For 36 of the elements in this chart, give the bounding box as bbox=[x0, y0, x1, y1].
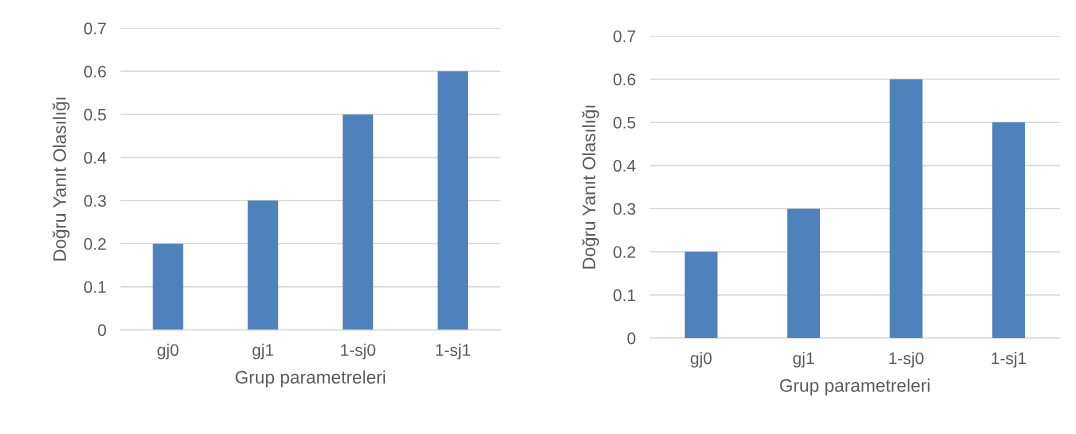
y-tick-label: 0.2 bbox=[84, 238, 106, 250]
bar bbox=[342, 114, 374, 330]
y-tick-label: 0.4 bbox=[84, 151, 107, 164]
y-axis-title: Doğru Yanıt Olasılığı bbox=[581, 105, 599, 269]
x-tick-label: gj0 bbox=[690, 351, 712, 368]
y-tick-label: 0.4 bbox=[613, 159, 636, 172]
x-tick-label: 1-sj0 bbox=[889, 351, 924, 368]
x-tick-label: 1-sj1 bbox=[991, 351, 1026, 368]
y-axis-title: Doğru Yanıt Olasılığı bbox=[52, 97, 70, 261]
x-tick-label: gj1 bbox=[793, 351, 814, 368]
y-tick-label: 0.7 bbox=[613, 30, 636, 43]
x-axis-title: Grup parametreleri bbox=[235, 370, 385, 388]
bar bbox=[889, 79, 923, 339]
y-tick-label: 0.2 bbox=[613, 246, 636, 258]
bar bbox=[992, 122, 1026, 339]
y-tick-label: 0.1 bbox=[84, 281, 106, 293]
y-tick-label: 0.6 bbox=[613, 73, 636, 86]
y-tick-label: 0.5 bbox=[613, 116, 636, 129]
bar bbox=[787, 208, 821, 339]
x-tick-label: 1-sj1 bbox=[436, 343, 471, 360]
y-tick-label: 0.1 bbox=[613, 289, 636, 302]
y-tick-label: 0 bbox=[98, 324, 106, 337]
x-tick-label: gj1 bbox=[252, 343, 274, 360]
bar bbox=[684, 251, 718, 339]
bar bbox=[437, 71, 469, 330]
x-axis-title: Grup parametreleri bbox=[780, 378, 930, 396]
x-tick-label: 1-sj0 bbox=[341, 343, 376, 360]
y-tick-label: 0 bbox=[627, 332, 636, 345]
bar bbox=[152, 243, 184, 330]
y-tick-label: 0.3 bbox=[613, 203, 636, 215]
y-tick-label: 0.3 bbox=[84, 194, 106, 207]
y-tick-label: 0.5 bbox=[84, 108, 106, 121]
bar bbox=[247, 200, 279, 330]
y-tick-label: 0.6 bbox=[84, 65, 106, 78]
y-tick-label: 0.7 bbox=[84, 22, 106, 35]
x-tick-label: gj0 bbox=[157, 343, 179, 360]
